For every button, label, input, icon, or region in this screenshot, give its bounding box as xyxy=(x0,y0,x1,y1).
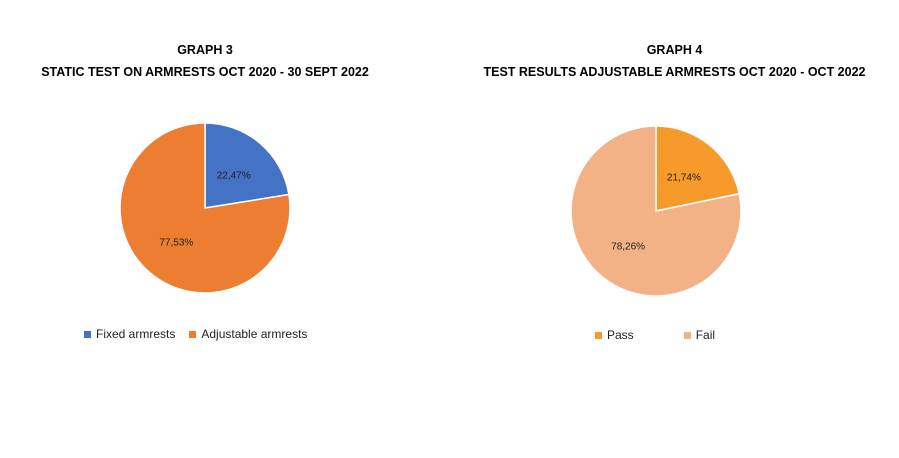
chart-legend: Pass Fail xyxy=(595,328,715,342)
legend-label: Adjustable armrests xyxy=(201,327,308,341)
graph-3-panel: GRAPH 3 STATIC TEST ON ARMRESTS OCT 2020… xyxy=(0,0,410,458)
legend-swatch xyxy=(683,331,691,339)
chart-subtitle: TEST RESULTS ADJUSTABLE ARMRESTS OCT 202… xyxy=(483,65,866,79)
data-label: 21,74% xyxy=(667,173,701,184)
legend-label: Fixed armrests xyxy=(96,327,176,341)
legend-item-fail: Fail xyxy=(683,328,716,342)
graph-4-panel: GRAPH 4 TEST RESULTS ADJUSTABLE ARMRESTS… xyxy=(450,0,899,458)
pie-chart: 22,47% 77,53% xyxy=(119,122,291,294)
data-label: 77,53% xyxy=(159,238,193,249)
pie-slice-fail xyxy=(570,125,742,297)
legend-item-pass: Pass xyxy=(595,328,634,342)
data-label: 22,47% xyxy=(217,170,251,181)
legend-label: Fail xyxy=(695,328,716,342)
pie-slice-pass xyxy=(655,125,741,212)
chart-legend: Fixed armrests Adjustable armrests xyxy=(84,327,307,341)
legend-swatch xyxy=(189,330,197,338)
chart-title: GRAPH 3 xyxy=(177,43,233,57)
legend-item-adjustable-armrests: Adjustable armrests xyxy=(189,327,307,341)
pie-slice-fixed-armrests xyxy=(204,122,290,209)
pie-slice-adjustable-armrests xyxy=(119,122,291,294)
chart-subtitle: STATIC TEST ON ARMRESTS OCT 2020 - 30 SE… xyxy=(41,65,369,79)
legend-swatch xyxy=(595,331,602,339)
legend-label: Pass xyxy=(607,328,634,342)
pie-chart: 21,74% 78,26% xyxy=(570,125,742,297)
legend-swatch xyxy=(84,330,91,338)
chart-title: GRAPH 4 xyxy=(646,43,703,57)
data-label: 78,26% xyxy=(611,241,645,252)
legend-item-fixed-armrests: Fixed armrests xyxy=(84,327,175,341)
